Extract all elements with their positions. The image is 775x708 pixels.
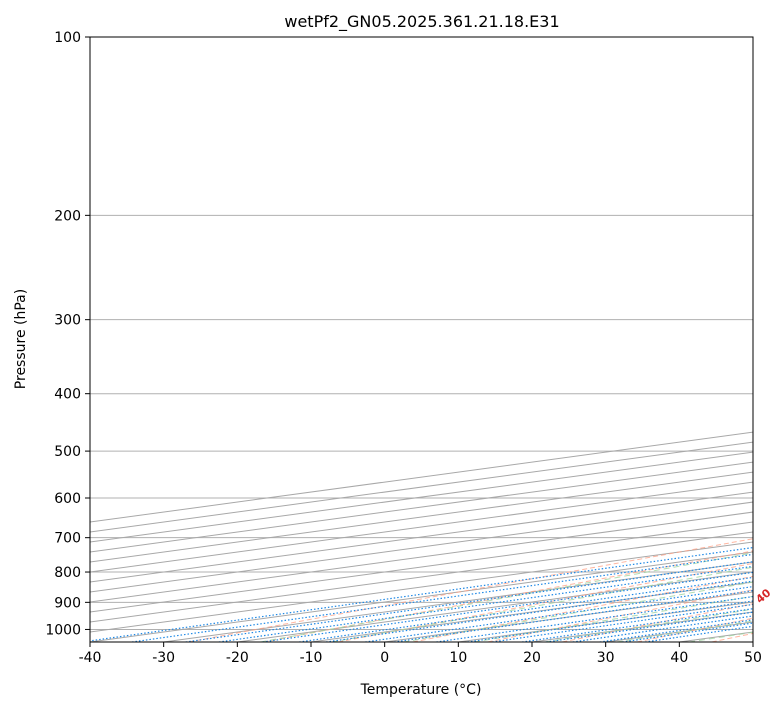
plot-frame — [89, 36, 754, 643]
y-tick-label: 200 — [54, 208, 81, 224]
moist-adiabat — [689, 631, 753, 642]
mixing-ratio-line — [365, 586, 753, 642]
x-tick-label: 50 — [744, 650, 762, 666]
y-tick-label: 800 — [54, 565, 81, 581]
isotherm-line — [531, 611, 753, 642]
isotherm-line — [90, 451, 753, 543]
isotherm-line — [90, 491, 753, 583]
x-axis-label: Temperature (°C) — [360, 682, 482, 698]
y-tick-label: 300 — [54, 313, 81, 329]
isotherm-line — [90, 481, 753, 573]
x-tick-label: -20 — [226, 650, 249, 666]
isotherm-line — [90, 471, 753, 563]
y-tick-label: 500 — [54, 444, 81, 460]
isotherm-line — [90, 511, 753, 603]
x-tick-label: 20 — [523, 650, 541, 666]
mixing-ratio-line — [394, 590, 753, 642]
y-tick-label: 100 — [54, 30, 81, 46]
mixing-ratio-line — [131, 553, 753, 642]
moist-adiabat-label: 40 — [753, 586, 773, 606]
isotherm-line — [90, 521, 753, 613]
mixing-ratio-line — [325, 580, 753, 642]
dry-adiabat — [487, 589, 753, 642]
y-tick-label: 900 — [54, 595, 81, 611]
mixing-ratio-line — [546, 611, 753, 642]
x-tick-label: 0 — [380, 650, 389, 666]
x-tick-label: 40 — [670, 650, 688, 666]
y-tick-label: 700 — [54, 531, 81, 547]
isotherm-line — [310, 581, 753, 642]
dry-adiabat — [636, 617, 753, 642]
isotherm-line — [90, 501, 753, 593]
isotherm-line — [90, 461, 753, 553]
y-axis-label: Pressure (hPa) — [13, 289, 29, 389]
mixing-ratio-line — [90, 546, 753, 642]
isotherm-line — [90, 551, 753, 642]
x-tick-label: -30 — [152, 650, 175, 666]
dry-adiabat — [412, 575, 753, 642]
x-tick-label: 10 — [449, 650, 467, 666]
moist-adiabat — [403, 581, 753, 642]
y-tick-label: 600 — [54, 491, 81, 507]
moist-adiabat — [260, 552, 753, 642]
isotherm-line — [90, 531, 753, 623]
x-tick-label: 30 — [597, 650, 615, 666]
dry-adiabat — [188, 538, 753, 642]
dry-adiabat — [562, 603, 753, 642]
moist-adiabat — [544, 608, 753, 642]
moist-adiabat — [616, 620, 753, 642]
x-tick-label: -40 — [79, 650, 102, 666]
y-tick-label: 1000 — [45, 622, 81, 638]
isotherm-line — [752, 641, 753, 642]
isotherm-line — [384, 591, 753, 642]
dry-adiabat — [711, 632, 753, 642]
moist-adiabat — [473, 595, 753, 642]
x-tick-label: -10 — [300, 650, 323, 666]
y-tick-label: 400 — [54, 387, 81, 403]
chart-title: wetPf2_GN05.2025.361.21.18.E31 — [284, 12, 559, 32]
isotherm-line — [90, 541, 753, 633]
isotherm-line — [605, 621, 753, 642]
mixing-ratio-line — [436, 595, 753, 642]
moist-adiabat — [332, 566, 753, 642]
